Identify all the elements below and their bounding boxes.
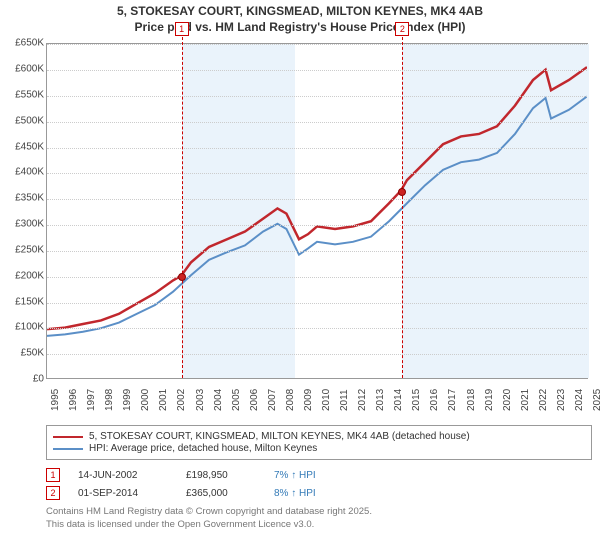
- gridline: [47, 354, 587, 355]
- x-tick-label: 2004: [213, 389, 224, 411]
- x-tick-label: 2013: [375, 389, 386, 411]
- x-tick-label: 1995: [50, 389, 61, 411]
- footer: Contains HM Land Registry data © Crown c…: [46, 506, 592, 531]
- title-line1: 5, STOKESAY COURT, KINGSMEAD, MILTON KEY…: [4, 4, 596, 20]
- x-tick-label: 2006: [249, 389, 260, 411]
- series-hpi: [47, 97, 587, 336]
- gridline: [47, 251, 587, 252]
- y-tick-label: £0: [4, 374, 44, 385]
- x-tick-label: 2001: [158, 389, 169, 411]
- gridline: [47, 173, 587, 174]
- x-tick-label: 2008: [285, 389, 296, 411]
- x-tick-label: 1999: [122, 389, 133, 411]
- event-price: £198,950: [186, 470, 256, 481]
- gridline: [47, 122, 587, 123]
- gridline: [47, 277, 587, 278]
- event-diff: 7% ↑ HPI: [274, 470, 384, 481]
- event-date: 01-SEP-2014: [78, 488, 168, 499]
- x-tick-label: 2018: [466, 389, 477, 411]
- y-tick-label: £100K: [4, 322, 44, 333]
- x-tick-label: 2000: [140, 389, 151, 411]
- footer-line2: This data is licensed under the Open Gov…: [46, 519, 592, 531]
- chart: 12 £0 £50K £100K £150K £200K £250K £300K £350K £…: [4, 39, 596, 419]
- legend-label: 5, STOKESAY COURT, KINGSMEAD, MILTON KEY…: [89, 431, 470, 442]
- x-tick-label: 2007: [267, 389, 278, 411]
- marker-number: 2: [395, 22, 409, 36]
- gridline: [47, 225, 587, 226]
- marker-dot: [398, 188, 406, 196]
- event-price: £365,000: [186, 488, 256, 499]
- event-list: 1 14-JUN-2002 £198,950 7% ↑ HPI 2 01-SEP-2014…: [46, 466, 592, 502]
- event-date: 14-JUN-2002: [78, 470, 168, 481]
- gridline: [47, 328, 587, 329]
- x-tick-label: 2015: [411, 389, 422, 411]
- x-tick-label: 2020: [502, 389, 513, 411]
- y-tick-label: £150K: [4, 296, 44, 307]
- legend: 5, STOKESAY COURT, KINGSMEAD, MILTON KEY…: [46, 425, 592, 460]
- y-tick-label: £250K: [4, 244, 44, 255]
- x-tick-label: 2009: [303, 389, 314, 411]
- x-tick-label: 2005: [231, 389, 242, 411]
- legend-label: HPI: Average price, detached house, Milt…: [89, 443, 317, 454]
- gridline: [47, 303, 587, 304]
- x-tick-label: 2022: [538, 389, 549, 411]
- title-line2: Price paid vs. HM Land Registry's House …: [4, 20, 596, 36]
- marker-line: [182, 32, 183, 378]
- y-tick-label: £350K: [4, 193, 44, 204]
- event-diff: 8% ↑ HPI: [274, 488, 384, 499]
- x-tick-label: 2023: [556, 389, 567, 411]
- x-tick-label: 1997: [86, 389, 97, 411]
- event-number: 1: [46, 468, 60, 482]
- y-tick-label: £300K: [4, 219, 44, 230]
- legend-item: HPI: Average price, detached house, Milt…: [53, 443, 585, 454]
- x-tick-label: 2012: [357, 389, 368, 411]
- chart-title: 5, STOKESAY COURT, KINGSMEAD, MILTON KEY…: [4, 4, 596, 35]
- x-tick-label: 2010: [321, 389, 332, 411]
- y-tick-label: £400K: [4, 167, 44, 178]
- x-tick-label: 2024: [574, 389, 585, 411]
- gridline: [47, 96, 587, 97]
- x-tick-label: 2019: [484, 389, 495, 411]
- marker-number: 1: [175, 22, 189, 36]
- x-tick-label: 2011: [339, 390, 350, 412]
- x-tick-label: 2017: [447, 389, 458, 411]
- footer-line1: Contains HM Land Registry data © Crown c…: [46, 506, 592, 518]
- x-tick-label: 2014: [393, 389, 404, 411]
- plot-area: 12: [46, 43, 588, 379]
- y-tick-label: £650K: [4, 38, 44, 49]
- x-tick-label: 2016: [429, 389, 440, 411]
- event-row: 1 14-JUN-2002 £198,950 7% ↑ HPI: [46, 466, 592, 484]
- gridline: [47, 44, 587, 45]
- marker-dot: [178, 273, 186, 281]
- x-tick-label: 2021: [520, 389, 531, 411]
- y-tick-label: £550K: [4, 89, 44, 100]
- gridline: [47, 148, 587, 149]
- legend-swatch: [53, 436, 83, 438]
- y-tick-label: £50K: [4, 348, 44, 359]
- marker-line: [402, 32, 403, 378]
- legend-item: 5, STOKESAY COURT, KINGSMEAD, MILTON KEY…: [53, 431, 585, 442]
- y-tick-label: £200K: [4, 270, 44, 281]
- y-tick-label: £450K: [4, 141, 44, 152]
- x-tick-label: 2003: [195, 389, 206, 411]
- x-tick-label: 1998: [104, 389, 115, 411]
- y-tick-label: £500K: [4, 115, 44, 126]
- legend-swatch: [53, 448, 83, 450]
- y-tick-label: £600K: [4, 64, 44, 75]
- event-number: 2: [46, 486, 60, 500]
- x-tick-label: 2002: [176, 389, 187, 411]
- event-row: 2 01-SEP-2014 £365,000 8% ↑ HPI: [46, 484, 592, 502]
- x-tick-label: 1996: [68, 389, 79, 411]
- gridline: [47, 199, 587, 200]
- gridline: [47, 70, 587, 71]
- x-tick-label: 2025: [592, 389, 600, 411]
